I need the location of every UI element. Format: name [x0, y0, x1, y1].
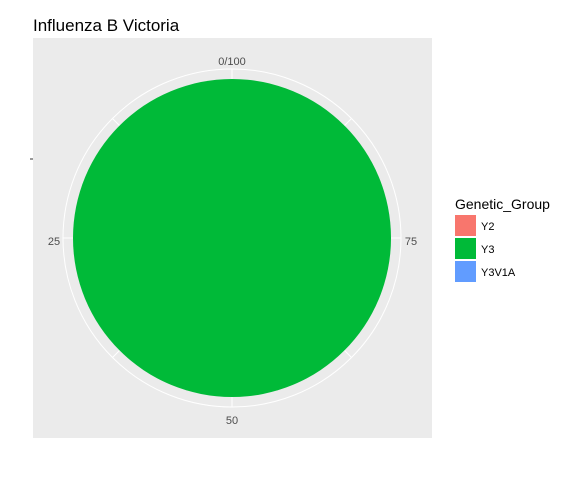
legend-key-y3v1a: [455, 261, 476, 282]
pie-slices: [73, 79, 391, 397]
legend-label-y2: Y2: [481, 221, 494, 233]
legend-key-y3: [455, 238, 476, 259]
legend-title: Genetic_Group: [455, 196, 550, 212]
legend-label-y3v1a: Y3V1A: [481, 267, 516, 279]
theta-tick-75: 75: [405, 236, 417, 248]
legend-key-y2: [455, 215, 476, 236]
theta-tick-0-100: 0/100: [218, 56, 246, 68]
legend-label-y3: Y3: [481, 244, 494, 256]
theta-tick-25: 25: [48, 236, 60, 248]
theta-tick-50: 50: [226, 415, 238, 427]
chart-title: Influenza B Victoria: [33, 16, 180, 35]
legend: Genetic_Group Y2 Y3 Y3V1A: [455, 196, 550, 282]
slice-y3: [73, 79, 391, 397]
